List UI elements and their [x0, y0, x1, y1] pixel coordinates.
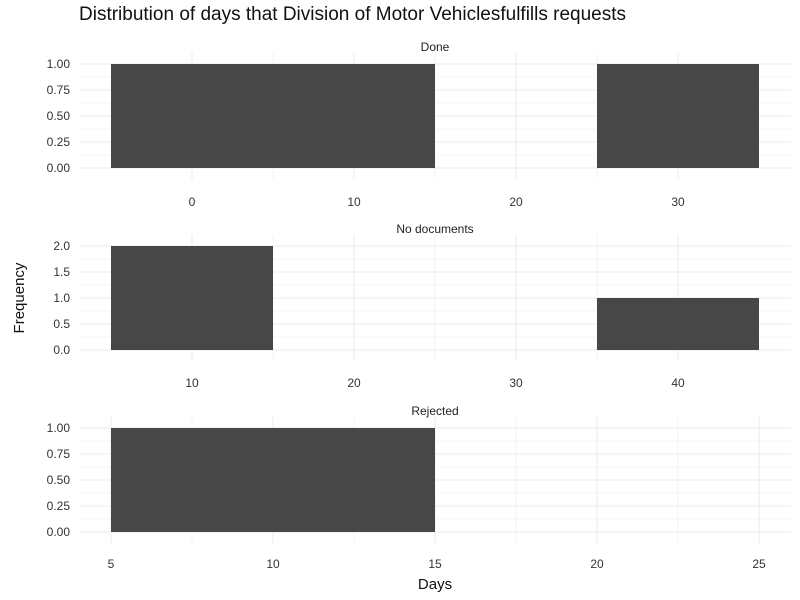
histogram-bar [597, 298, 759, 350]
x-tick-label: 15 [428, 557, 442, 571]
x-tick-label: 30 [671, 195, 685, 209]
y-tick-label: 1.00 [47, 421, 71, 435]
y-tick-label: 0.75 [47, 83, 71, 97]
facet-panel-2: Rejected 0.00 0.25 0.50 0.75 1.00 5 10 15 20 25 [47, 404, 791, 571]
histogram-bar [111, 64, 273, 168]
histogram-bar [111, 246, 273, 350]
histogram-bar [273, 428, 435, 532]
x-tick-label: 10 [266, 557, 280, 571]
y-tick-label: 0.50 [47, 473, 71, 487]
x-tick-label: 40 [671, 376, 685, 390]
x-tick-label: 5 [108, 557, 115, 571]
y-tick-label: 0.25 [47, 499, 71, 513]
x-axis-title: Days [418, 576, 452, 593]
y-tick-label: 1.00 [47, 57, 71, 71]
y-tick-label: 1.5 [53, 265, 70, 279]
y-tick-label: 0.0 [53, 343, 70, 357]
y-tick-label: 0.75 [47, 447, 71, 461]
facet-label: Done [421, 40, 450, 54]
facet-panel-1: No documents 0.0 0.5 1.0 1.5 2.0 10 20 30 40 [53, 222, 791, 390]
x-tick-label: 0 [189, 195, 196, 209]
y-tick-label: 0.25 [47, 135, 71, 149]
x-tick-label: 30 [509, 376, 523, 390]
y-tick-label: 0.50 [47, 109, 71, 123]
x-tick-label: 20 [347, 376, 361, 390]
y-tick-label: 0.5 [53, 317, 70, 331]
y-tick-label: 1.0 [53, 291, 70, 305]
x-tick-label: 20 [509, 195, 523, 209]
facet-label: No documents [396, 222, 473, 236]
histogram-bar [597, 64, 759, 168]
x-tick-label: 10 [185, 376, 199, 390]
chart-title: Distribution of days that Division of Mo… [79, 4, 627, 25]
y-tick-label: 0.00 [47, 525, 71, 539]
histogram-bar [273, 64, 435, 168]
x-tick-label: 20 [590, 557, 604, 571]
y-tick-label: 2.0 [53, 239, 70, 253]
y-axis-title: Frequency [11, 262, 28, 333]
x-tick-label: 25 [752, 557, 766, 571]
x-tick-label: 10 [347, 195, 361, 209]
facet-panel-0: Done 0.00 0.25 0.50 0.75 1.00 0 10 20 30 [47, 40, 791, 209]
y-tick-label: 0.00 [47, 161, 71, 175]
facet-label: Rejected [411, 404, 458, 418]
histogram-bar [111, 428, 273, 532]
